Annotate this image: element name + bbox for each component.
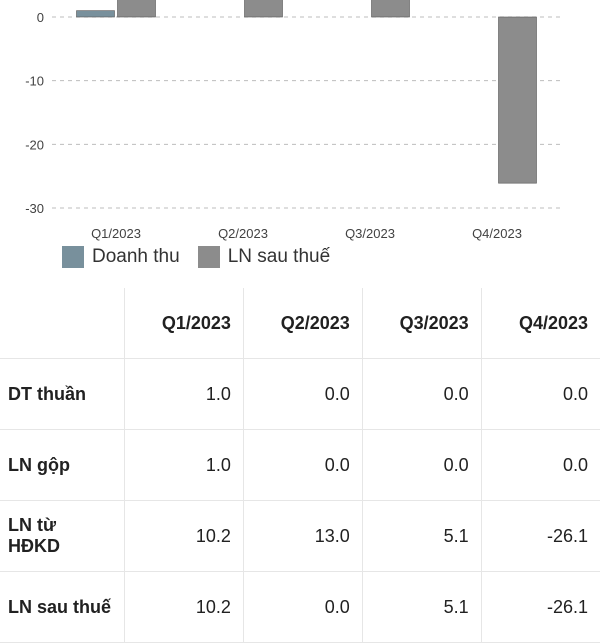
- table-header-cell: Q1/2023: [124, 288, 244, 359]
- table-cell: 13.0: [242, 500, 363, 572]
- row-label: LN gộp: [0, 429, 125, 501]
- table-row: LN từ HĐKD 10.2 13.0 5.1 -26.1: [0, 500, 600, 572]
- table-header-cell: Q4/2023: [480, 288, 600, 359]
- bar-net-profit: [117, 0, 156, 18]
- table-cell: 5.1: [361, 500, 482, 572]
- row-label: LN từ HĐKD: [0, 500, 125, 572]
- bar-net-profit: [371, 0, 410, 18]
- legend-item-revenue[interactable]: Doanh thu: [62, 246, 180, 268]
- bar-net-profit: [244, 0, 283, 18]
- table-row: LN sau thuế 10.2 0.0 5.1 -26.1: [0, 571, 600, 643]
- row-label: LN sau thuế: [0, 571, 125, 643]
- table-header-cell: Q3/2023: [361, 288, 482, 359]
- table-cell: 0.0: [242, 571, 363, 643]
- financial-table: Q1/2023 Q2/2023 Q3/2023 Q4/2023 DT thuần…: [0, 288, 600, 643]
- table-cell: 0.0: [361, 429, 482, 501]
- table-header-cell: [0, 288, 125, 359]
- bar-net-profit: [498, 16, 537, 184]
- legend-item-net-profit[interactable]: LN sau thuế: [197, 246, 331, 268]
- table-cell: 0.0: [361, 358, 482, 430]
- table-cell: 5.1: [361, 571, 482, 643]
- bar-chart: 0 -10 -20 -30 Q1/2023 Q2/2023 Q3/2023 Q4/2023: [0, 0, 600, 278]
- y-tick-label: -20: [25, 137, 44, 152]
- table-cell: 0.0: [242, 358, 363, 430]
- legend-label-revenue: Doanh thu: [92, 246, 180, 267]
- table-cell: 10.2: [124, 500, 244, 572]
- table-cell: 0.0: [242, 429, 363, 501]
- table-cell: 10.2: [124, 571, 244, 643]
- table-header-row: Q1/2023 Q2/2023 Q3/2023 Q4/2023: [0, 288, 600, 359]
- x-tick-label: Q2/2023: [218, 226, 268, 241]
- x-tick-label: Q3/2023: [345, 226, 395, 241]
- table-cell: 0.0: [480, 429, 600, 501]
- legend-swatch-revenue: [62, 246, 84, 268]
- table-cell: 1.0: [124, 429, 244, 501]
- row-label: DT thuần: [0, 358, 125, 430]
- legend-label-net-profit: LN sau thuế: [227, 246, 331, 267]
- x-tick-label: Q1/2023: [91, 226, 141, 241]
- table-row: LN gộp 1.0 0.0 0.0 0.0: [0, 429, 600, 501]
- table-cell: 0.0: [480, 358, 600, 430]
- y-tick-label: -30: [25, 201, 44, 216]
- x-tick-label: Q4/2023: [472, 226, 522, 241]
- table-header-cell: Q2/2023: [242, 288, 363, 359]
- chart-canvas: 0 -10 -20 -30 Q1/2023 Q2/2023 Q3/2023 Q4/2023: [25, 0, 560, 241]
- chart-legend: Doanh thu LN sau thuế: [62, 244, 330, 270]
- table-cell: -26.1: [480, 500, 600, 572]
- table-cell: -26.1: [480, 571, 600, 643]
- bar-revenue: [76, 10, 115, 18]
- y-tick-label: -10: [25, 74, 44, 89]
- table-row: DT thuần 1.0 0.0 0.0 0.0: [0, 358, 600, 430]
- table-cell: 1.0: [124, 358, 244, 430]
- legend-swatch-net-profit: [197, 246, 220, 268]
- y-tick-label: 0: [37, 10, 44, 25]
